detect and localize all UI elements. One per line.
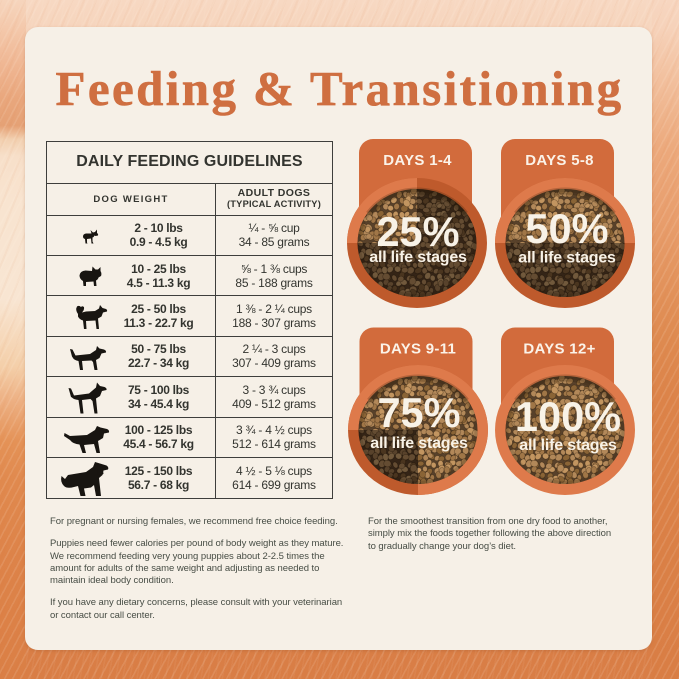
svg-text:all life stages: all life stages — [369, 249, 467, 266]
svg-text:DAYS 12+: DAYS 12+ — [523, 341, 595, 358]
svg-text:all life stages: all life stages — [519, 437, 617, 454]
svg-text:all life stages: all life stages — [518, 250, 616, 267]
svg-text:100%: 100% — [515, 393, 621, 440]
svg-text:75%: 75% — [377, 389, 460, 436]
svg-text:DAYS 1-4: DAYS 1-4 — [383, 152, 452, 169]
svg-text:50%: 50% — [525, 205, 608, 252]
svg-text:DAYS 9-11: DAYS 9-11 — [380, 341, 456, 358]
svg-text:all life stages: all life stages — [370, 435, 468, 452]
svg-text:25%: 25% — [376, 208, 459, 255]
svg-text:DAYS 5-8: DAYS 5-8 — [525, 152, 594, 169]
